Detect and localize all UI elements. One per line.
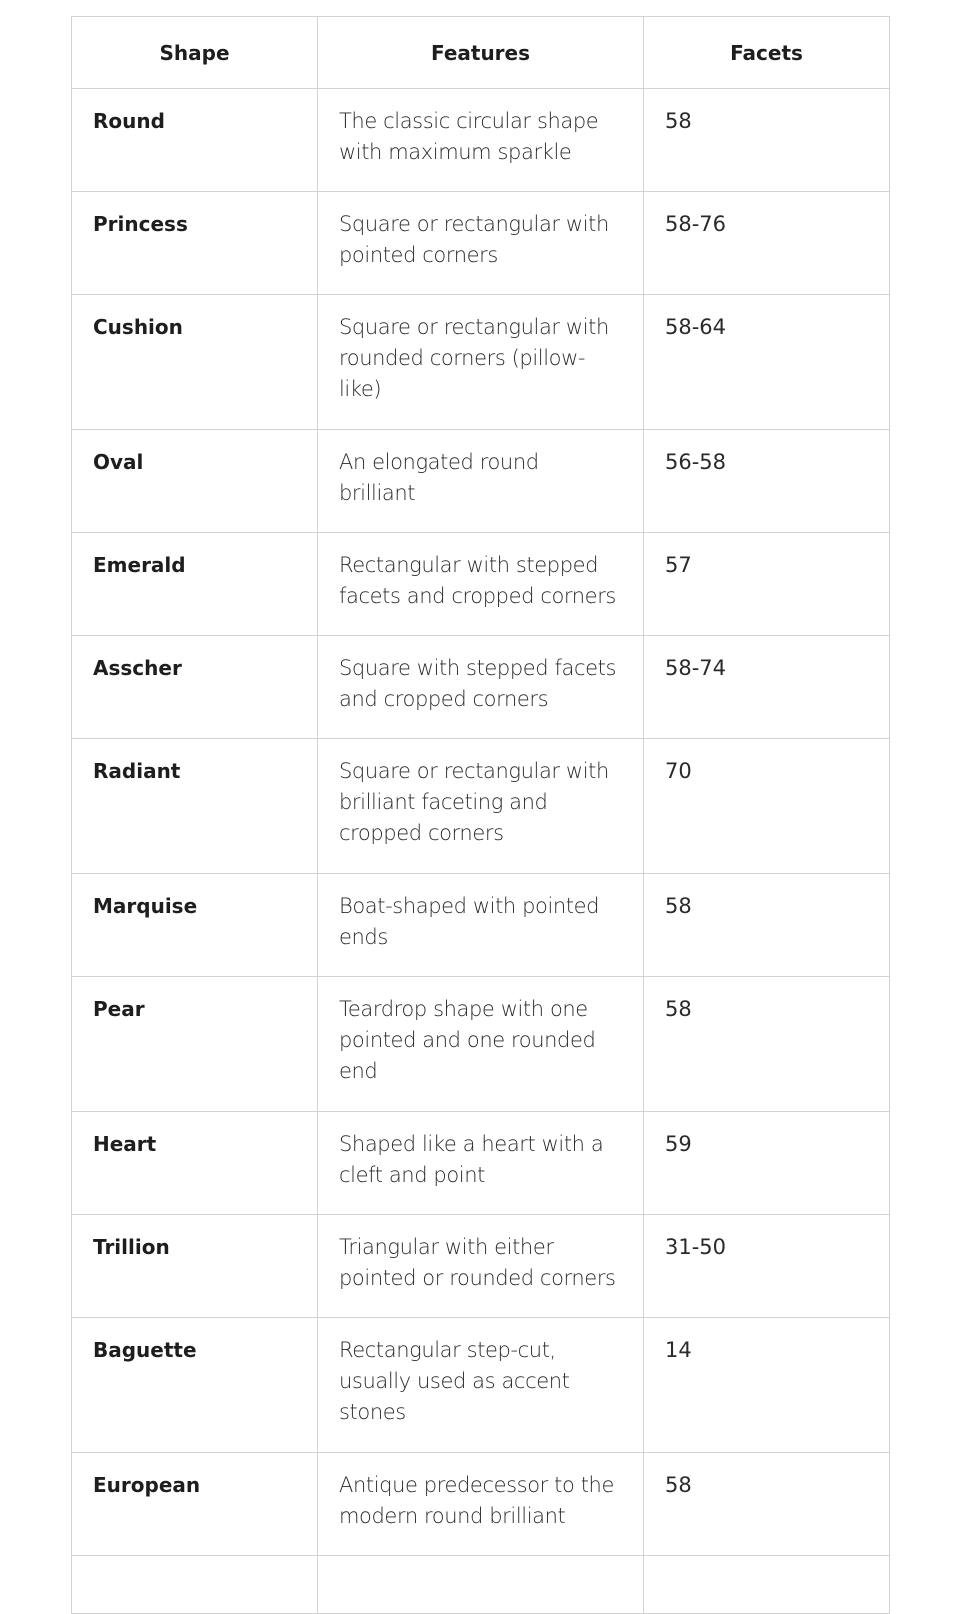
shape-cell: Round <box>71 88 318 192</box>
features-cell: Antique predecessor to the modern round … <box>317 1452 644 1556</box>
facets-cell: 59 <box>643 1111 890 1215</box>
empty-cell <box>317 1555 644 1614</box>
header-shape: Shape <box>71 16 318 89</box>
table-row: Round The classic circular shape with max… <box>71 88 890 192</box>
table-row: European Antique predecessor to the moder… <box>71 1452 890 1556</box>
table-row: Baguette Rectangular step-cut, usually us… <box>71 1317 890 1453</box>
facets-cell: 57 <box>643 532 890 636</box>
facets-cell: 14 <box>643 1317 890 1453</box>
table-row: Marquise Boat-shaped with pointed ends 58 <box>71 873 890 977</box>
header-features: Features <box>317 16 644 89</box>
facets-cell: 58 <box>643 88 890 192</box>
shape-cell: Princess <box>71 191 318 295</box>
shape-cell: Pear <box>71 976 318 1112</box>
table-row: Radiant Square or rectangular with brilli… <box>71 738 890 874</box>
facets-cell: 56-58 <box>643 429 890 533</box>
shape-cell: Baguette <box>71 1317 318 1453</box>
table-row: Princess Square or rectangular with point… <box>71 191 890 295</box>
shape-cell: Emerald <box>71 532 318 636</box>
header-row: Shape Features Facets <box>71 16 890 89</box>
facets-cell: 58-64 <box>643 294 890 430</box>
features-cell: Rectangular with stepped facets and crop… <box>317 532 644 636</box>
features-cell: Square or rectangular with rounded corne… <box>317 294 644 430</box>
features-cell: Square with stepped facets and cropped c… <box>317 635 644 739</box>
shape-cell: Radiant <box>71 738 318 874</box>
features-cell: Square or rectangular with pointed corne… <box>317 191 644 295</box>
shape-cell: Marquise <box>71 873 318 977</box>
features-cell: An elongated round brilliant <box>317 429 644 533</box>
facets-cell: 58-74 <box>643 635 890 739</box>
features-cell: Rectangular step-cut, usually used as ac… <box>317 1317 644 1453</box>
header-facets: Facets <box>643 16 890 89</box>
shape-cell: Trillion <box>71 1214 318 1318</box>
facets-cell: 58 <box>643 1452 890 1556</box>
facets-cell: 58-76 <box>643 191 890 295</box>
features-cell: Shaped like a heart with a cleft and poi… <box>317 1111 644 1215</box>
features-cell: Triangular with either pointed or rounde… <box>317 1214 644 1318</box>
features-cell: Boat-shaped with pointed ends <box>317 873 644 977</box>
features-cell: The classic circular shape with maximum … <box>317 88 644 192</box>
facets-cell: 70 <box>643 738 890 874</box>
table-row-partial <box>71 1555 890 1614</box>
empty-cell <box>643 1555 890 1614</box>
table-row: Oval An elongated round brilliant 56-58 <box>71 429 890 533</box>
table-row: Emerald Rectangular with stepped facets a… <box>71 532 890 636</box>
table-row: Trillion Triangular with either pointed o… <box>71 1214 890 1318</box>
table-row: Asscher Square with stepped facets and cr… <box>71 635 890 739</box>
shape-cell: Oval <box>71 429 318 533</box>
empty-cell <box>71 1555 318 1614</box>
shape-cell: Cushion <box>71 294 318 430</box>
shape-cell: Heart <box>71 1111 318 1215</box>
table-row: Heart Shaped like a heart with a cleft an… <box>71 1111 890 1215</box>
table-row: Pear Teardrop shape with one pointed and … <box>71 976 890 1112</box>
facets-cell: 58 <box>643 976 890 1112</box>
shape-cell: European <box>71 1452 318 1556</box>
facets-cell: 58 <box>643 873 890 977</box>
features-cell: Teardrop shape with one pointed and one … <box>317 976 644 1112</box>
diamond-shapes-table: Shape Features Facets Round The classic c… <box>71 16 890 1614</box>
facets-cell: 31-50 <box>643 1214 890 1318</box>
features-cell: Square or rectangular with brilliant fac… <box>317 738 644 874</box>
table-row: Cushion Square or rectangular with rounde… <box>71 294 890 430</box>
shape-cell: Asscher <box>71 635 318 739</box>
